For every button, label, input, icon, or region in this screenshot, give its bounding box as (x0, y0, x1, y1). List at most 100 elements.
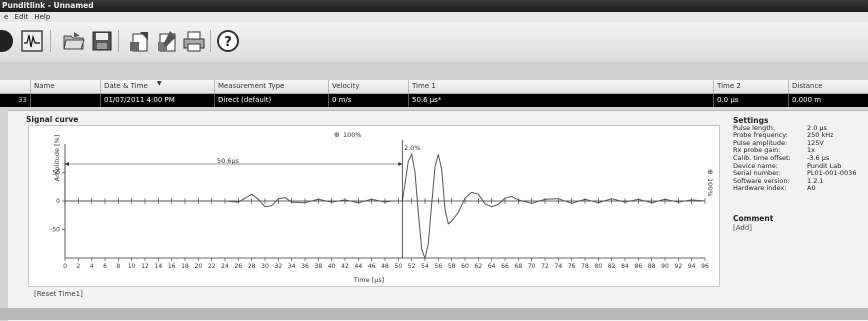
x-tick-label: 92 (675, 263, 683, 270)
x-tick-label: 26 (235, 263, 243, 270)
settings-row: Calib. time offset: -3.6 µs (733, 153, 863, 163)
cell-time1[interactable]: 50.6 µs* (408, 94, 713, 107)
x-tick-label: 62 (475, 263, 483, 270)
x-tick-label: 70 (528, 263, 536, 270)
arrow-right-icon (398, 162, 403, 166)
settings-key: Probe frequency: (733, 131, 788, 140)
settings-row: Serial number: PL01-001-0036 (733, 170, 863, 178)
settings-value: 2.0 µs (807, 123, 827, 132)
cell-velocity[interactable]: 0 m/s (328, 94, 408, 107)
add-comment-link[interactable]: [Add] (733, 224, 753, 232)
x-tick-label: 68 (515, 263, 523, 270)
settings-row: Pulse length: 2.0 µs (733, 123, 863, 133)
svg-text:?: ? (224, 35, 232, 50)
open-folder-icon[interactable] (62, 29, 86, 53)
menu-help[interactable]: Help (34, 13, 51, 21)
zoom-icon: ⊕ (334, 131, 340, 139)
settings-key: Device name: (733, 161, 778, 170)
cell-time2[interactable]: 0.0 µs (713, 94, 788, 107)
reset-time1-link[interactable]: [Reset Time1] (34, 290, 83, 298)
x-tick-label: 28 (248, 263, 256, 270)
cell-distance[interactable]: 0.000 m (788, 94, 868, 107)
save-icon[interactable] (90, 29, 114, 53)
signal-chart[interactable]: 0 2 4 6 8 10 12 14 16 18 20 22 24 26 28 30 32 34 36 38 40 42 4… (29, 126, 719, 286)
y-tick-label: 50 (52, 170, 60, 177)
x-tick-label: 0 (63, 263, 67, 270)
settings-row: Rx probe gain: 1x (733, 147, 863, 155)
x-tick-label: 76 (568, 263, 576, 270)
y-tick-label: 0 (56, 198, 60, 205)
edit-report-icon[interactable] (156, 29, 180, 53)
x-tick-label: 54 (421, 263, 429, 270)
settings-key: Software version: (733, 176, 790, 185)
zoom-top[interactable]: ⊕ 100% (334, 131, 362, 139)
x-tick-label: 48 (381, 263, 389, 270)
settings-key: Pulse length: (733, 123, 776, 132)
menu-file[interactable]: e (4, 13, 9, 21)
x-tick-label: 56 (435, 263, 443, 270)
header-name[interactable]: Name (30, 80, 100, 93)
y-tick-label: -50 (50, 227, 60, 234)
table-header: Name Date & Time ▼ Measurement Type Veloc… (0, 80, 868, 94)
x-tick-label: 24 (221, 263, 229, 270)
header-distance[interactable]: Distance (788, 80, 868, 93)
x-tick-label: 6 (103, 263, 107, 270)
x-tick-label: 18 (181, 263, 189, 270)
header-measurement-type[interactable]: Measurement Type (214, 80, 328, 93)
signal-curve (65, 152, 706, 260)
table-row[interactable]: 33 01/07/2011 4:00 PM Direct (default) 0… (0, 94, 868, 107)
x-tick-label: 20 (195, 263, 203, 270)
x-tick-label: 88 (648, 263, 656, 270)
x-tick-label: 72 (541, 263, 549, 270)
x-tick-label: 38 (315, 263, 323, 270)
x-tick-label: 4 (90, 263, 94, 270)
x-tick-label: 60 (461, 263, 469, 270)
x-tick-label: 58 (448, 263, 456, 270)
x-tick-label: 32 (275, 263, 283, 270)
x-tick-label: 36 (301, 263, 309, 270)
cell-date[interactable]: 01/07/2011 4:00 PM (100, 94, 214, 107)
settings-key: Pulse amplitude: (733, 138, 788, 147)
header-time2[interactable]: Time 2 (713, 80, 788, 93)
x-tick-label: 2 (76, 263, 80, 270)
y-axis-label: Amplitude [%] (53, 135, 61, 182)
cell-measurement-type[interactable]: Direct (default) (214, 94, 328, 107)
menu-edit[interactable]: Edit (14, 13, 29, 21)
export-report-icon[interactable] (128, 29, 152, 53)
settings-key: Calib. time offset: (733, 153, 791, 162)
x-tick-label: 52 (408, 263, 416, 270)
marker-label: 2.0% (404, 144, 421, 152)
comment-title: Comment (733, 214, 774, 223)
settings-row: Device name: Pundit Lab (733, 161, 863, 171)
x-tick-label: 78 (581, 263, 589, 270)
signal-wave-icon[interactable] (20, 29, 44, 53)
settings-value: PL01-001-0036 (807, 169, 857, 178)
sort-arrow-icon: ▼ (157, 80, 162, 87)
settings-row: Pulse amplitude: 125V (733, 138, 863, 148)
x-tick-label: 44 (355, 263, 363, 270)
zoom-side[interactable]: ⊕ 100% (706, 169, 714, 197)
x-tick-label: 14 (155, 263, 163, 270)
print-icon[interactable] (182, 29, 206, 53)
x-tick-label: 12 (141, 263, 149, 270)
help-icon[interactable]: ? (216, 29, 240, 53)
record-icon[interactable] (0, 29, 14, 53)
row-index: 33 (18, 96, 27, 104)
arrow-left-icon (65, 162, 69, 166)
settings-value: 125V (807, 138, 824, 147)
header-velocity[interactable]: Velocity (328, 80, 408, 93)
settings-value: 1.2.1 (807, 176, 824, 185)
svg-text:100%: 100% (343, 131, 362, 139)
settings-row: Software version: 1.2.1 (733, 176, 863, 186)
svg-text:100%: 100% (706, 178, 714, 197)
header-date[interactable]: Date & Time ▼ (100, 80, 214, 93)
x-tick-label: 50 (395, 263, 403, 270)
time1-label: 50.6µs (217, 157, 240, 165)
x-tick-label: 64 (488, 263, 496, 270)
x-tick-label: 30 (261, 263, 269, 270)
settings-value: Pundit Lab (807, 161, 842, 170)
window-title: Punditlink - Unnamed (0, 0, 868, 12)
signal-plot[interactable]: 0 2 4 6 8 10 12 14 16 18 20 22 24 26 28 30 32 34 36 38 40 42 4… (28, 125, 720, 287)
cell-name[interactable] (30, 94, 100, 107)
header-time1[interactable]: Time 1 (408, 80, 713, 93)
